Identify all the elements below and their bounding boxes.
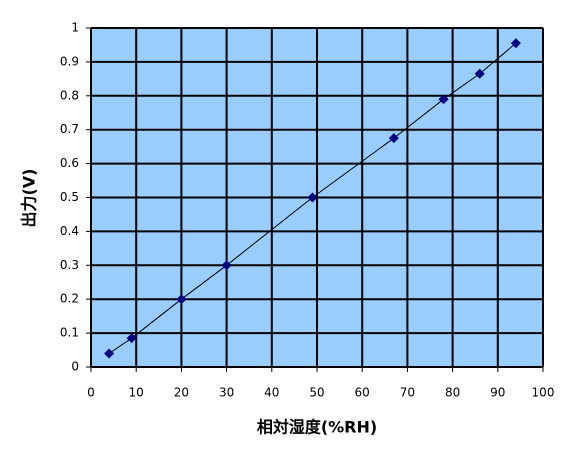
y-tick-label: 0.8 [60, 88, 79, 102]
data-point [221, 260, 232, 271]
x-tick-label: 10 [129, 386, 144, 400]
y-tick-label: 0.6 [60, 156, 79, 170]
y-tick-label: 0.5 [60, 190, 79, 204]
y-tick-label: 0.9 [60, 54, 79, 68]
y-tick-label: 0 [71, 360, 79, 374]
x-tick-label: 0 [87, 386, 95, 400]
y-axis-title: 出力(V) [20, 168, 39, 227]
y-tick-label: 1 [71, 21, 79, 35]
data-point [474, 68, 485, 79]
data-point [307, 192, 318, 203]
x-tick-label: 20 [174, 386, 189, 400]
x-tick-label: 30 [219, 386, 234, 400]
x-tick-label: 80 [445, 386, 460, 400]
x-tick-label: 60 [355, 386, 370, 400]
data-point [388, 133, 399, 144]
data-point [176, 294, 187, 305]
y-tick-label: 0.4 [60, 224, 79, 238]
x-axis-title: 相対湿度(%RH) [257, 418, 377, 437]
y-tick-label: 0.3 [60, 258, 79, 272]
x-tick-label: 90 [490, 386, 505, 400]
x-tick-label: 50 [309, 386, 324, 400]
data-point [510, 38, 521, 49]
data-point [438, 94, 449, 105]
y-tick-label: 0.2 [60, 292, 79, 306]
x-tick-label: 70 [400, 386, 415, 400]
y-tick-label: 0.1 [60, 326, 79, 340]
data-point [104, 348, 115, 359]
x-tick-label: 40 [264, 386, 279, 400]
y-tick-label: 0.7 [60, 122, 79, 136]
x-tick-label: 100 [532, 386, 555, 400]
data-point [126, 333, 137, 344]
